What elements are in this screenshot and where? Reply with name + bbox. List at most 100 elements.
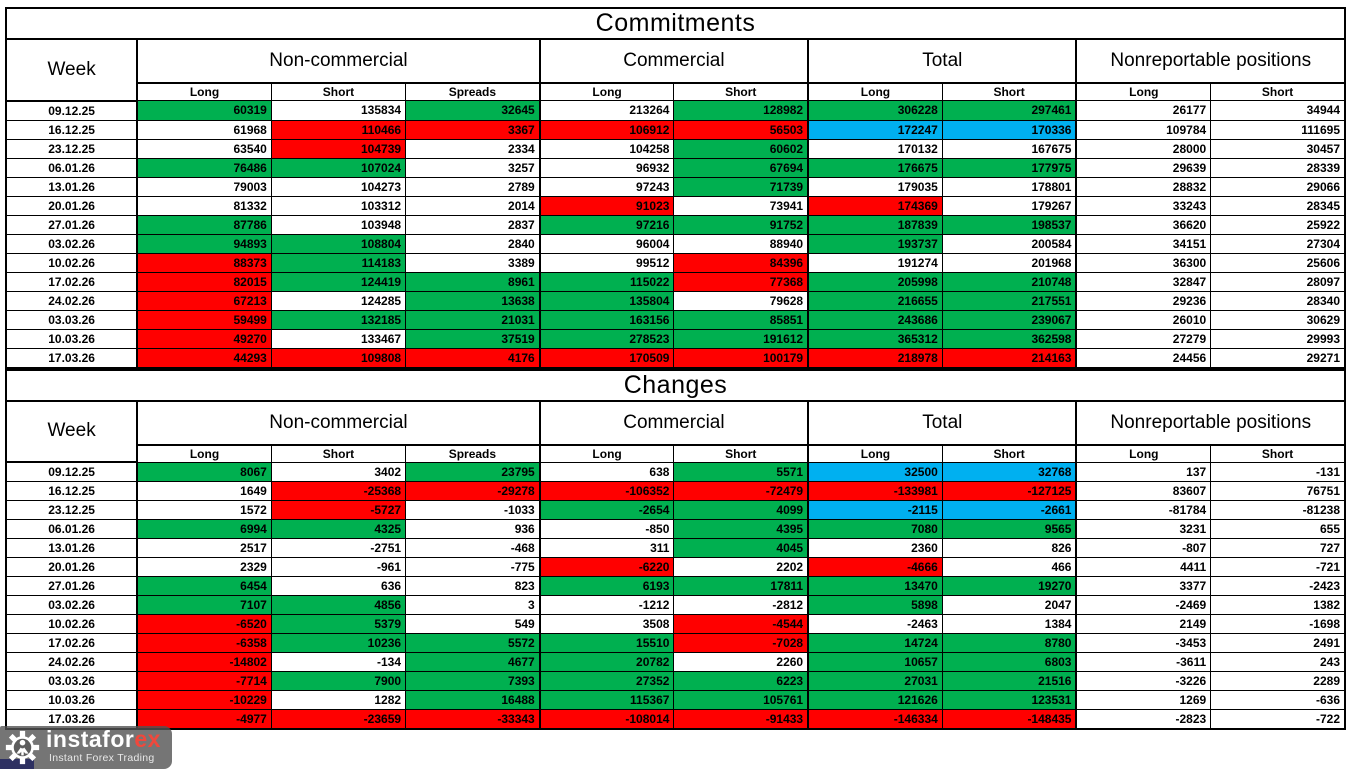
value-cell: 3402 (270, 461, 407, 482)
value-cell: 23795 (405, 461, 541, 482)
value-cell: 16488 (405, 690, 541, 710)
week-cell: 23.12.25 (4, 500, 138, 520)
table-row: 03.03.26 -7714 7900 7393 27352 6223 27031 21516… (4, 671, 1346, 691)
value-cell: 15510 (538, 633, 675, 653)
value-cell: 4395 (673, 519, 809, 539)
week-cell: 09.12.25 (4, 100, 138, 121)
value-cell: 71739 (673, 176, 809, 197)
value-cell: -148435 (941, 709, 1077, 730)
changes-title-row: Changes (5, 368, 1346, 402)
value-cell: 103312 (270, 195, 407, 216)
value-cell: 100179 (673, 347, 809, 368)
value-cell: 63540 (136, 138, 272, 159)
value-cell: 6454 (136, 576, 272, 596)
value-cell: 8961 (405, 271, 541, 292)
value-cell: 123531 (941, 690, 1077, 710)
value-cell: 8067 (136, 461, 272, 482)
week-cell: 17.03.26 (4, 709, 138, 730)
value-cell: 167675 (941, 138, 1077, 159)
col-n-long: Long (1075, 444, 1212, 463)
value-cell: 104739 (270, 138, 407, 159)
value-cell: 27352 (538, 671, 675, 691)
value-cell: 107024 (270, 157, 407, 178)
week-cell: 10.03.26 (4, 690, 138, 710)
value-cell: -131 (1210, 461, 1346, 482)
value-cell: 1382 (1210, 595, 1346, 615)
value-cell: -33343 (405, 709, 541, 730)
value-cell: 60602 (673, 138, 809, 159)
value-cell: 210748 (941, 271, 1077, 292)
table-row: 20.01.26 2329 -961 -775 -6220 2202 -4666 466 441… (4, 557, 1346, 577)
week-cell: 17.02.26 (4, 633, 138, 653)
table-row: 17.02.26 -6358 10236 5572 15510 -7028 14724 878… (4, 633, 1346, 653)
value-cell: 10236 (270, 633, 407, 653)
week-header: Week (4, 399, 139, 463)
value-cell: -468 (405, 538, 541, 558)
value-cell: 823 (405, 576, 541, 596)
value-cell: 25922 (1210, 214, 1346, 235)
value-cell: 61968 (136, 119, 272, 140)
value-cell: -133981 (807, 481, 943, 501)
value-cell: 174369 (807, 195, 943, 216)
watermark-brand: instaforex (46, 726, 161, 752)
value-cell: 4677 (405, 652, 541, 672)
value-cell: 214163 (941, 347, 1077, 368)
col-nc-short: Short (270, 444, 407, 463)
week-cell: 16.12.25 (4, 119, 138, 140)
value-cell: 2491 (1210, 633, 1346, 653)
value-cell: 172247 (807, 119, 943, 140)
value-cell: 205998 (807, 271, 943, 292)
group-noncommercial: Non-commercial (136, 38, 541, 84)
value-cell: -2654 (538, 500, 675, 520)
value-cell: 243 (1210, 652, 1346, 672)
value-cell: 163156 (538, 309, 675, 330)
value-cell: 49270 (136, 328, 272, 349)
value-cell: -3226 (1075, 671, 1212, 691)
value-cell: 4045 (673, 538, 809, 558)
group-commercial: Commercial (538, 399, 810, 446)
value-cell: 76751 (1210, 481, 1346, 501)
value-cell: 84396 (673, 252, 809, 273)
table-row: 13.01.26 2517 -2751 -468 311 4045 2360 826 -807 7… (4, 538, 1346, 558)
week-cell: 03.03.26 (4, 671, 138, 691)
value-cell: 4411 (1075, 557, 1212, 577)
value-cell: -2469 (1075, 595, 1212, 615)
value-cell: 2334 (405, 138, 541, 159)
value-cell: 177975 (941, 157, 1077, 178)
value-cell: 124419 (270, 271, 407, 292)
value-cell: 29639 (1075, 157, 1212, 178)
value-cell: 27304 (1210, 233, 1346, 254)
value-cell: 135804 (538, 290, 675, 311)
table-row: 27.01.26 87786 103948 2837 97216 91752 187839 1… (4, 214, 1346, 235)
value-cell: 7900 (270, 671, 407, 691)
value-cell: 5898 (807, 595, 943, 615)
value-cell: -7028 (673, 633, 809, 653)
value-cell: 28832 (1075, 176, 1212, 197)
value-cell: -106352 (538, 481, 675, 501)
table-row: 23.12.25 1572 -5727 -1033 -2654 4099 -2115 -266… (4, 500, 1346, 520)
value-cell: 5379 (270, 614, 407, 634)
value-cell: 25606 (1210, 252, 1346, 273)
value-cell: -127125 (941, 481, 1077, 501)
value-cell: -2115 (807, 500, 943, 520)
value-cell: -108014 (538, 709, 675, 730)
value-cell: 170132 (807, 138, 943, 159)
value-cell: 7393 (405, 671, 541, 691)
value-cell: -1212 (538, 595, 675, 615)
value-cell: 21031 (405, 309, 541, 330)
table-row: 09.12.25 8067 3402 23795 638 5571 32500 32768 13… (4, 461, 1346, 482)
value-cell: 104273 (270, 176, 407, 197)
value-cell: 170336 (941, 119, 1077, 140)
value-cell: 34151 (1075, 233, 1212, 254)
value-cell: 2789 (405, 176, 541, 197)
table-row: 10.02.26 88373 114183 3389 99512 84396 191274 2… (4, 252, 1346, 273)
value-cell: -1033 (405, 500, 541, 520)
group-nonreportable: Nonreportable positions (1075, 399, 1346, 446)
week-cell: 03.02.26 (4, 233, 138, 254)
week-cell: 20.01.26 (4, 557, 138, 577)
table-row: 17.03.26 -4977 -23659 -33343 -108014 -91433 -1… (4, 709, 1346, 730)
value-cell: 193737 (807, 233, 943, 254)
table-row: 17.03.26 44293 109808 4176 170509 100179 21897… (4, 347, 1346, 368)
col-nc-long: Long (136, 444, 272, 463)
value-cell: 179035 (807, 176, 943, 197)
